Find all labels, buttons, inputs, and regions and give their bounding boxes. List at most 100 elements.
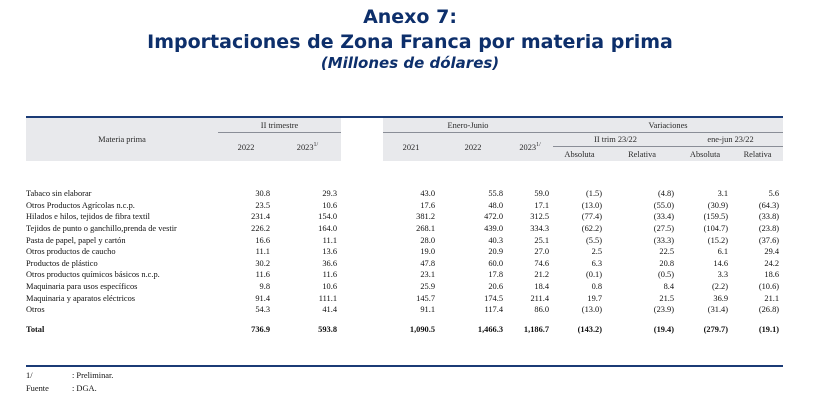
footnote-key: Fuente (26, 384, 49, 393)
table-row: Tejidos de punto o ganchillo,prenda de v… (26, 223, 783, 235)
year-header-ytd-2022: 2022 (439, 132, 508, 161)
value-cell: (23.8) (758, 224, 780, 234)
value-cell: 21.2 (534, 270, 550, 280)
var-header-q2-relativa: Relativa (606, 146, 679, 161)
value-cell: 20.9 (488, 247, 504, 257)
table-bottom-rule (26, 365, 783, 367)
value-cell: 11.6 (255, 270, 270, 280)
row-label: Otros Productos Agrícolas n.c.p. (26, 200, 135, 210)
blank-cell (341, 258, 383, 270)
subgroup-header-ytd: ene-jun 23/22 (678, 132, 784, 147)
blank-cell (341, 292, 383, 304)
value-cell: 91.1 (420, 305, 436, 315)
value-cell: (23.9) (653, 305, 675, 315)
value-cell: 9.8 (259, 282, 270, 292)
value-cell: 27.0 (534, 247, 550, 257)
value-cell: 54.3 (255, 305, 270, 315)
value-cell: (13.0) (581, 200, 603, 210)
blank-cell (341, 234, 383, 246)
table-body: Tabaco sin elaborar 30.8 29.3 43.0 55.8 59.0 (… (26, 161, 784, 336)
footnote-text: : DGA. (72, 384, 97, 393)
footnote-fuente: Fuente : DGA. (26, 384, 97, 393)
value-cell: (5.5) (585, 235, 603, 245)
value-cell: 41.4 (322, 305, 338, 315)
value-cell: 117.4 (484, 305, 504, 315)
value-cell: (0.1) (585, 270, 603, 280)
value-cell: (62.2) (581, 224, 603, 234)
value-cell: 30.2 (255, 258, 270, 268)
value-cell: 6.1 (717, 247, 729, 257)
var-header-q2-absoluta: Absoluta (553, 146, 607, 161)
value-cell: (77.4) (581, 212, 603, 222)
value-cell: 30.8 (255, 189, 270, 199)
var-header-ytd-relativa: Relativa (732, 146, 784, 161)
value-cell: 91.4 (255, 293, 270, 303)
value-cell: 18.6 (764, 270, 780, 280)
blank-cell (341, 200, 383, 212)
value-cell: 381.2 (416, 212, 436, 222)
value-cell: 29.3 (322, 189, 338, 199)
value-cell: 312.5 (530, 212, 550, 222)
value-cell: 21.5 (659, 293, 675, 303)
value-cell: 10.6 (322, 200, 338, 210)
row-label: Maquinaria para usos específicos (26, 282, 138, 292)
value-cell: 17.1 (534, 200, 550, 210)
value-cell: 16.6 (255, 235, 270, 245)
value-cell: (2.2) (711, 282, 729, 292)
group-header-ytd: Enero-Junio (383, 118, 554, 133)
group-header-q2: II trimestre (218, 118, 342, 133)
page-title: Importaciones de Zona Franca por materia… (147, 31, 673, 53)
row-label: Tabaco sin elaborar (26, 189, 92, 199)
row-label: Maquinaria y aparatos eléctricos (26, 293, 136, 303)
row-label: Otros (26, 305, 45, 315)
table-row: Otros Productos Agrícolas n.c.p. 23.5 10.6… (26, 200, 783, 212)
row-label: Tejidos de punto o ganchillo,prenda de v… (26, 224, 177, 234)
value-cell: (104.7) (703, 224, 729, 234)
value-cell: 472.0 (484, 212, 504, 222)
value-cell: 6.3 (591, 258, 603, 268)
value-cell: 23.1 (420, 270, 436, 280)
value-cell: (33.3) (653, 235, 675, 245)
value-cell: 86.0 (534, 305, 550, 315)
value-cell: (33.4) (653, 212, 675, 222)
footnote-key: 1/ (26, 371, 33, 380)
value-cell: (15.2) (707, 235, 729, 245)
value-cell: 19.0 (420, 247, 436, 257)
value-cell: 74.6 (534, 258, 550, 268)
value-cell: 48.0 (488, 200, 504, 210)
value-cell: (19.1) (758, 325, 780, 335)
var-header-ytd-absoluta: Absoluta (678, 146, 733, 161)
value-cell: 20.8 (659, 258, 675, 268)
value-cell: 1,466.3 (477, 325, 504, 335)
value-cell: 59.0 (534, 189, 550, 199)
value-cell: 3.3 (717, 270, 729, 280)
col-header-materia-prima: Materia prima (26, 118, 218, 161)
total-row: Total 736.9 593.8 1,090.5 1,466.3 1,186.7 (143… (26, 324, 783, 336)
value-cell: 268.1 (416, 224, 436, 234)
footnote-text: : Preliminar. (72, 371, 114, 380)
value-cell: 47.8 (420, 258, 436, 268)
value-cell: 5.6 (768, 189, 780, 199)
table-row: Otros 54.3 41.4 91.1 117.4 86.0 (13.0) (23.9) (3… (26, 304, 783, 316)
footnote-preliminar: 1/ : Preliminar. (26, 371, 113, 380)
year-header-q2-2023: 20231/ (274, 132, 342, 161)
row-label: Pasta de papel, papel y cartón (26, 235, 126, 245)
value-cell: 28.0 (420, 235, 436, 245)
value-cell: 11.6 (322, 270, 338, 280)
value-cell: 17.6 (420, 200, 436, 210)
value-cell: 21.1 (764, 293, 780, 303)
table-row: Maquinaria para usos específicos 9.8 10.6 2… (26, 281, 783, 293)
blank-cell (341, 324, 383, 336)
value-cell: 14.6 (713, 258, 729, 268)
value-cell: 19.7 (587, 293, 603, 303)
value-cell: 55.8 (488, 189, 504, 199)
blank-cell (341, 269, 383, 281)
value-cell: 2.5 (591, 247, 603, 257)
value-cell: 226.2 (251, 224, 270, 234)
value-cell: 25.9 (420, 282, 436, 292)
value-cell: (143.2) (577, 325, 603, 335)
row-label: Total (26, 325, 45, 335)
value-cell: 60.0 (488, 258, 504, 268)
value-cell: 111.1 (318, 293, 338, 303)
value-cell: (30.9) (707, 200, 729, 210)
